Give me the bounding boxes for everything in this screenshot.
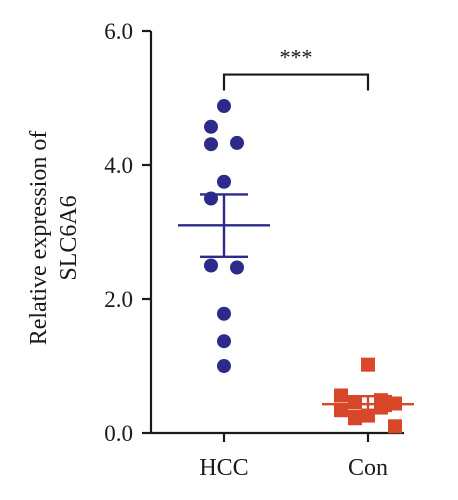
data-point-hcc <box>204 119 218 134</box>
data-point-con <box>361 408 375 423</box>
significance-label: *** <box>280 45 313 70</box>
data-point-con <box>388 396 402 411</box>
x-category-label: HCC <box>199 455 248 481</box>
data-point-con <box>348 411 362 426</box>
axes: 0.0 2.0 4.0 6.0 HCC Con <box>104 19 404 481</box>
data-point-hcc <box>217 99 231 114</box>
data-point-con <box>334 388 348 403</box>
data-point-hcc <box>230 135 244 150</box>
data-point-hcc <box>204 191 218 206</box>
data-point-con <box>361 357 375 372</box>
data-point-hcc <box>204 137 218 152</box>
y-axis-title-line2: SLC6A6 <box>56 195 82 280</box>
data-point-con <box>388 419 402 434</box>
y-axis-title-line1: Relative expression of <box>26 131 52 346</box>
significance-bracket <box>222 73 370 91</box>
y-tick-label: 2.0 <box>104 287 133 312</box>
y-tick-label: 6.0 <box>104 19 133 44</box>
data-point-con <box>348 395 362 410</box>
y-tick-label: 0.0 <box>104 421 133 446</box>
x-category-label: Con <box>348 455 388 481</box>
marks: *** <box>178 45 414 434</box>
data-point-hcc <box>217 174 231 189</box>
data-point-hcc <box>230 260 244 275</box>
data-point-con <box>374 400 388 415</box>
data-point-hcc <box>217 359 231 373</box>
data-point-hcc <box>217 334 231 349</box>
y-tick-label: 4.0 <box>104 153 133 178</box>
data-point-hcc <box>204 258 218 273</box>
data-point-hcc <box>217 306 231 321</box>
data-point-con <box>334 403 348 418</box>
